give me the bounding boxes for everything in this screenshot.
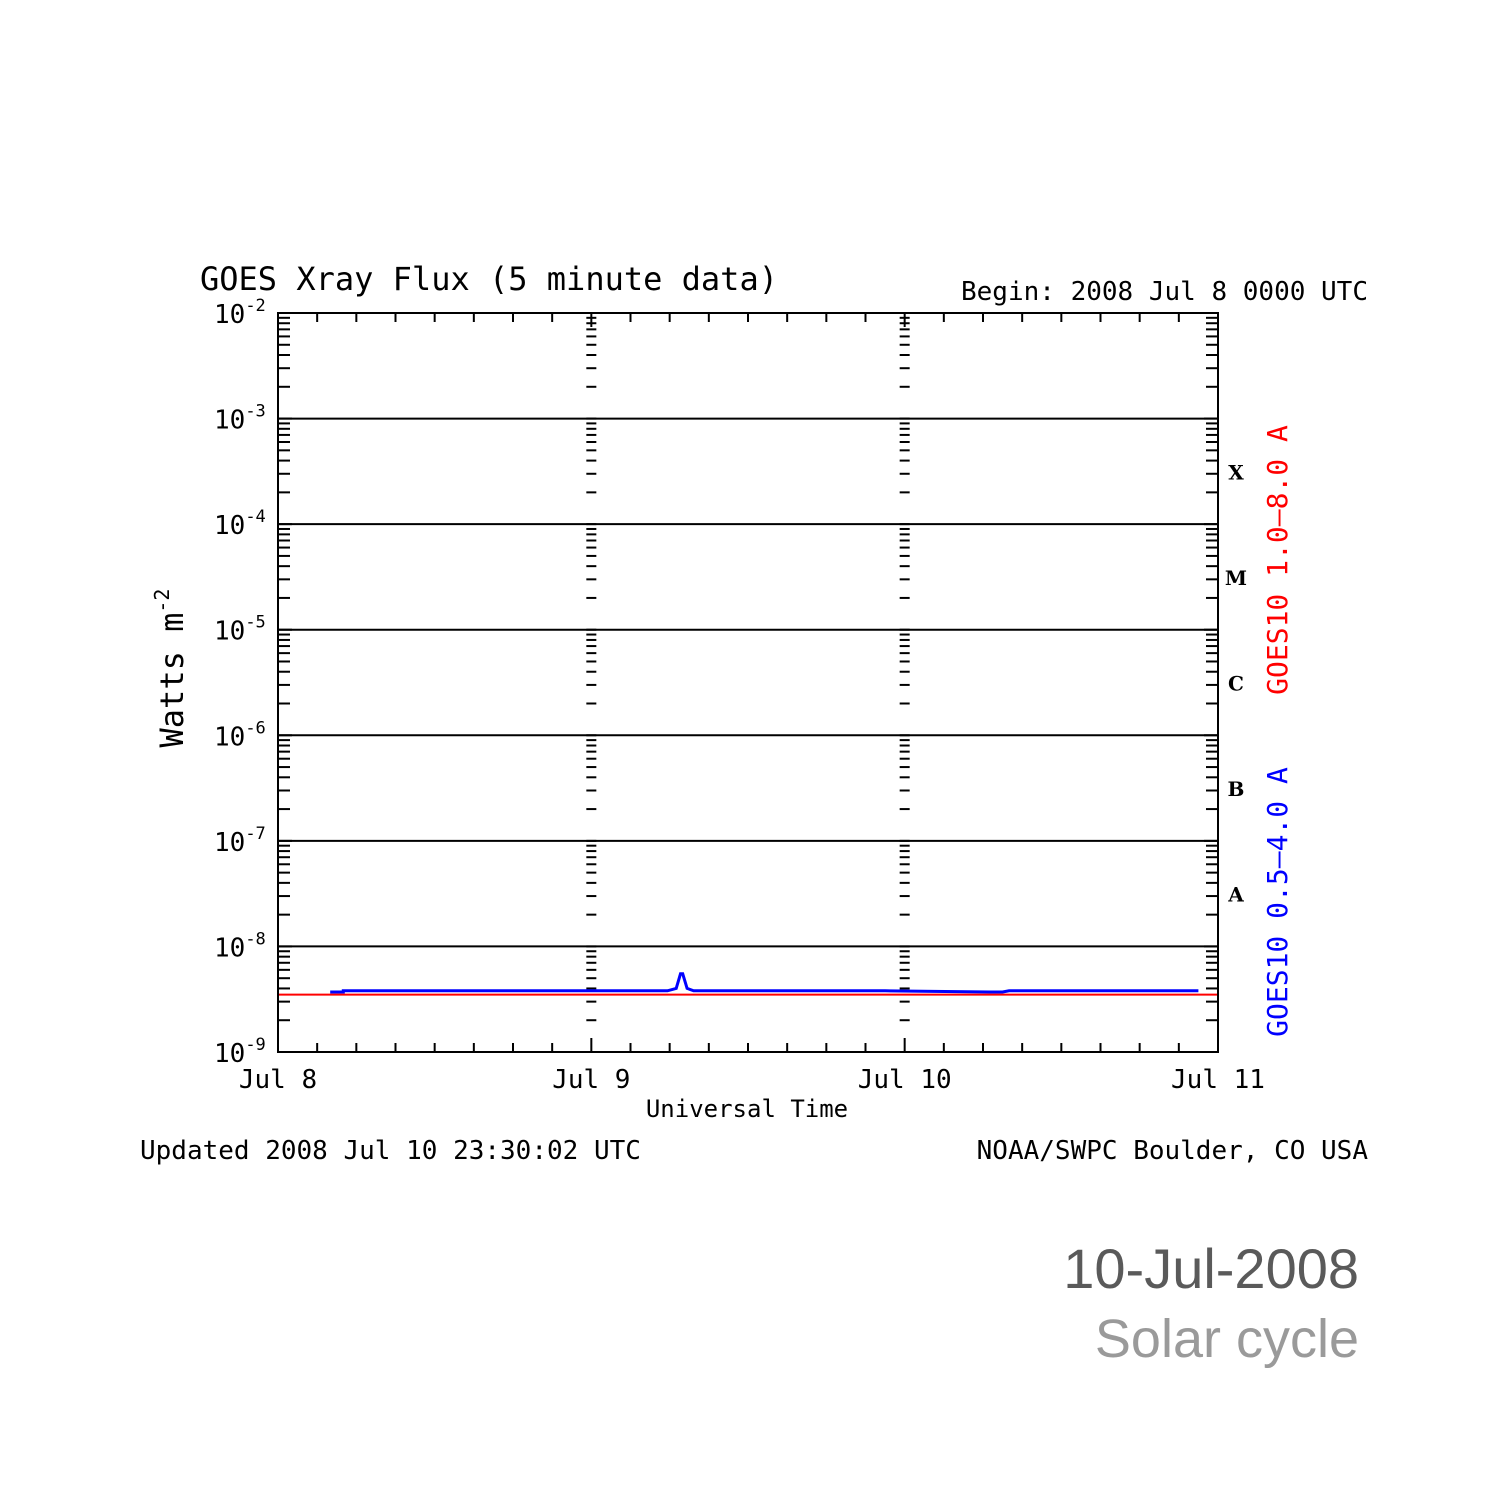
y-tick-label: 10-9 [214, 1035, 266, 1069]
y-tick-exp: -4 [245, 507, 265, 527]
y-tick-base: 10 [214, 722, 245, 752]
x-axis-label: Universal Time [646, 1095, 848, 1123]
y-tick-exp: -2 [245, 296, 265, 316]
y-tick-base: 10 [214, 617, 245, 647]
grid-lines [278, 417, 1218, 948]
y-tick-label: 10-2 [214, 296, 266, 330]
y-tick-base: 10 [214, 1039, 245, 1069]
y-axis-label-text: Watts m [153, 613, 191, 748]
y-tick-labels: 10-910-810-710-610-510-410-310-2 [214, 296, 266, 1069]
y-tick-label: 10-8 [214, 929, 266, 963]
x-tick-label: Jul 10 [858, 1065, 952, 1095]
x-tick-label: Jul 9 [552, 1065, 630, 1095]
legend-series-blue: GOES10 0.5–4.0 A [1261, 767, 1294, 1037]
y-tick-base: 10 [214, 933, 245, 963]
plot-frame [277, 312, 1219, 1053]
y-tick-label: 10-3 [214, 402, 266, 436]
minor-ticks [277, 313, 1219, 1053]
series-line-1 [330, 972, 1199, 994]
footer-source: NOAA/SWPC Boulder, CO USA [977, 1136, 1369, 1166]
y-tick-base: 10 [214, 300, 245, 330]
caption-date: 10-Jul-2008 [1063, 1237, 1359, 1300]
y-tick-label: 10-6 [214, 718, 266, 752]
x-tick-labels: Jul 8 Jul 9 Jul 10 Jul 11 [239, 1065, 1265, 1095]
y-axis-label: Watts m-2 [150, 589, 191, 748]
flare-class-label: B [1228, 777, 1245, 801]
y-axis-label-exp: -2 [150, 589, 174, 613]
y-tick-base: 10 [214, 828, 245, 858]
data-series [278, 972, 1218, 996]
x-tick-label: Jul 11 [1171, 1065, 1265, 1095]
begin-label: Begin: 2008 Jul 8 0000 UTC [961, 277, 1368, 307]
flare-class-label: A [1227, 883, 1244, 907]
y-tick-exp: -5 [245, 613, 265, 633]
flare-class-labels: A B C M X [1225, 460, 1247, 906]
flare-class-label: C [1228, 672, 1244, 696]
flare-class-label: M [1225, 566, 1247, 590]
y-tick-exp: -6 [245, 718, 265, 738]
footer-updated: Updated 2008 Jul 10 23:30:02 UTC [140, 1136, 641, 1166]
y-tick-label: 10-4 [214, 507, 266, 541]
legend-series-red: GOES10 1.0–8.0 A [1261, 425, 1294, 695]
x-tick-label: Jul 8 [239, 1065, 317, 1095]
chart-title: GOES Xray Flux (5 minute data) [200, 260, 778, 298]
y-tick-exp: -3 [245, 402, 265, 422]
y-tick-base: 10 [214, 406, 245, 436]
caption-subtitle: Solar cycle [1094, 1309, 1359, 1369]
y-tick-label: 10-5 [214, 613, 266, 647]
flare-class-label: X [1228, 460, 1244, 484]
y-tick-label: 10-7 [214, 824, 266, 858]
y-tick-exp: -7 [245, 824, 265, 844]
y-tick-base: 10 [214, 511, 245, 541]
y-tick-exp: -8 [245, 929, 265, 949]
y-tick-exp: -9 [245, 1035, 265, 1055]
